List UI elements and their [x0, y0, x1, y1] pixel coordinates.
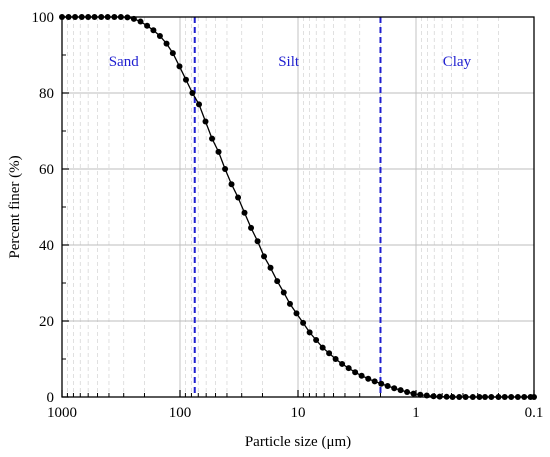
data-point: [313, 337, 320, 343]
y-tick-label: 40: [39, 238, 54, 254]
y-tick-label: 0: [47, 390, 55, 406]
data-point: [248, 224, 255, 231]
data-point: [144, 22, 151, 29]
data-point: [137, 18, 144, 25]
data-point: [293, 310, 300, 317]
data-point: [397, 387, 404, 394]
data-point: [163, 40, 170, 47]
data-point: [241, 209, 248, 216]
zone-label-silt: Silt: [278, 54, 300, 70]
soil-class-boundaries: [193, 17, 382, 397]
data-point: [319, 344, 326, 351]
data-point: [339, 360, 346, 367]
data-point: [156, 33, 163, 39]
y-tick-label: 100: [32, 10, 55, 26]
data-point: [182, 76, 189, 83]
data-point: [215, 148, 222, 155]
data-point: [267, 264, 274, 271]
data-point: [189, 90, 196, 96]
data-point: [169, 50, 176, 57]
data-point: [150, 27, 157, 34]
x-tick-label: 0.1: [525, 405, 544, 421]
x-tick-label: 100: [169, 405, 192, 421]
x-tick-label: 1: [412, 405, 420, 421]
data-point: [222, 166, 229, 172]
zone-labels: Sand Silt Clay: [109, 54, 472, 70]
zone-label-clay: Clay: [443, 54, 472, 70]
data-point: [300, 319, 307, 326]
data-point: [384, 382, 391, 389]
data-point: [274, 278, 281, 285]
minor-grid: [66, 17, 499, 397]
axis-ticks: [61, 16, 535, 398]
data-point: [326, 350, 333, 357]
data-point: [352, 369, 359, 376]
data-point: [280, 289, 287, 296]
data-point: [391, 385, 398, 392]
y-tick-labels: 0 20 40 60 80 100: [32, 10, 55, 406]
data-point: [196, 101, 203, 108]
data-point: [176, 63, 183, 70]
data-point: [254, 238, 261, 245]
data-point: [378, 380, 385, 387]
data-point: [286, 300, 293, 307]
data-point: [358, 372, 365, 379]
data-point: [332, 356, 339, 362]
data-point: [261, 253, 268, 260]
y-tick-label: 20: [39, 314, 54, 330]
x-tick-labels: 1000 100 10 1 0.1: [47, 405, 543, 421]
y-axis-title: Percent finer (%): [7, 155, 23, 258]
data-point: [306, 329, 313, 336]
data-point: [365, 375, 372, 382]
data-point: [345, 365, 352, 372]
data-point: [404, 389, 411, 396]
data-point: [228, 181, 235, 188]
data-point: [209, 135, 216, 142]
data-point: [371, 378, 378, 385]
data-point: [410, 390, 417, 397]
zone-label-sand: Sand: [109, 54, 140, 70]
x-axis-title: Particle size (μm): [245, 434, 351, 450]
x-tick-label: 1000: [47, 405, 77, 421]
data-point: [430, 393, 437, 400]
data-point: [235, 194, 242, 201]
major-grid: [62, 17, 534, 397]
y-tick-label: 80: [39, 86, 54, 102]
data-point: [202, 118, 209, 125]
x-tick-label: 10: [291, 405, 306, 421]
y-tick-label: 60: [39, 162, 54, 178]
